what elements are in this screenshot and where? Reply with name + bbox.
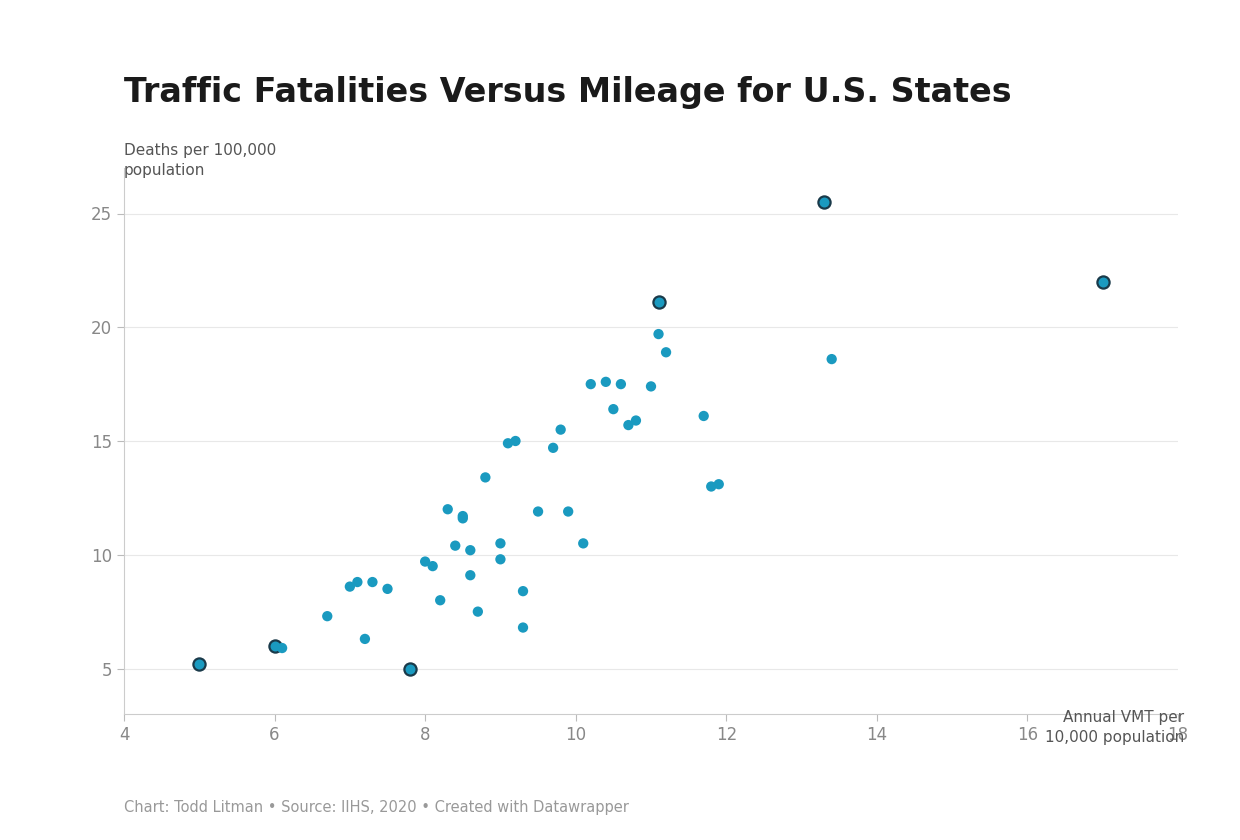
Point <box>355 633 374 646</box>
Point <box>513 621 533 634</box>
Point <box>264 639 284 653</box>
Point <box>415 555 435 569</box>
Point <box>506 434 526 448</box>
Point <box>401 662 420 675</box>
Point <box>580 377 600 391</box>
Point <box>543 441 563 454</box>
Point <box>702 480 722 493</box>
Point <box>467 605 487 618</box>
Point <box>453 512 472 525</box>
Point <box>475 470 495 484</box>
Point <box>619 418 639 432</box>
Text: Annual VMT per
10,000 population: Annual VMT per 10,000 population <box>1045 710 1184 744</box>
Point <box>558 505 578 518</box>
Point <box>272 641 293 654</box>
Point <box>498 437 518 450</box>
Point <box>649 296 668 309</box>
Point <box>460 569 480 582</box>
Point <box>445 539 465 553</box>
Point <box>604 402 624 416</box>
Point <box>528 505 548 518</box>
Text: Deaths per 100,000
population: Deaths per 100,000 population <box>124 143 277 177</box>
Point <box>347 575 367 589</box>
Point <box>491 537 511 550</box>
Point <box>596 375 616 389</box>
Point <box>656 345 676 359</box>
Point <box>340 580 360 593</box>
Point <box>641 380 661 393</box>
Point <box>460 543 480 557</box>
Point <box>551 423 570 436</box>
Point <box>1092 275 1112 288</box>
Point <box>626 414 646 428</box>
Point <box>453 509 472 522</box>
Point <box>423 559 443 573</box>
Point <box>430 594 450 607</box>
Point <box>438 502 458 516</box>
Point <box>190 657 210 670</box>
Point <box>513 585 533 598</box>
Point <box>649 328 668 341</box>
Point <box>317 610 337 623</box>
Point <box>573 537 593 550</box>
Point <box>611 377 631 391</box>
Point <box>491 553 511 566</box>
Point <box>693 409 713 423</box>
Point <box>815 196 835 209</box>
Point <box>709 477 729 491</box>
Text: Traffic Fatalities Versus Mileage for U.S. States: Traffic Fatalities Versus Mileage for U.… <box>124 76 1012 109</box>
Point <box>377 582 397 596</box>
Point <box>822 352 842 365</box>
Point <box>362 575 382 589</box>
Text: Chart: Todd Litman • Source: IIHS, 2020 • Created with Datawrapper: Chart: Todd Litman • Source: IIHS, 2020 … <box>124 800 629 815</box>
